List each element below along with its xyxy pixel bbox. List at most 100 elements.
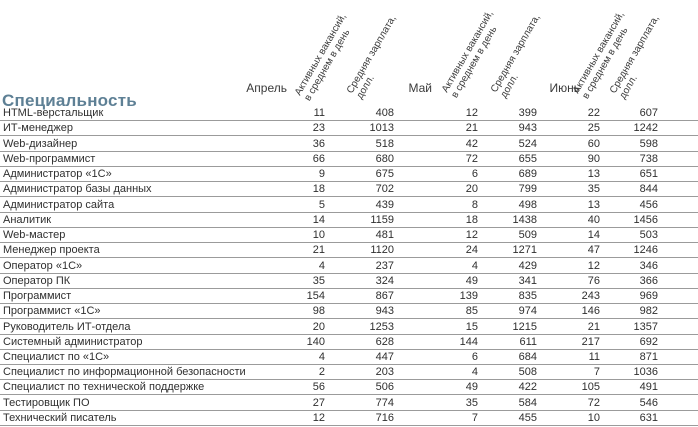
- row-label: Специалист по технической поддержке: [3, 381, 205, 394]
- row-value: 18: [465, 213, 478, 226]
- row-value: 491: [639, 381, 658, 394]
- month-label-june: Июнь: [549, 81, 580, 95]
- row-value: 4: [471, 259, 478, 272]
- row-value: 607: [639, 107, 658, 120]
- row-value: 943: [518, 122, 537, 135]
- row-value: 35: [312, 274, 325, 287]
- table-row: Оператор «1С» 4 237 4 429 12 346: [0, 258, 698, 274]
- row-value: 774: [375, 396, 394, 409]
- row-value: 12: [587, 259, 600, 272]
- table-row: Web-дизайнер 36 518 42 524 60 598: [0, 136, 698, 152]
- row-value: 5: [318, 198, 325, 211]
- row-value: 844: [639, 183, 658, 196]
- row-value: 24: [465, 244, 478, 257]
- row-value: 611: [519, 335, 537, 348]
- row-value: 47: [587, 244, 600, 257]
- row-value: 22: [587, 107, 600, 120]
- row-value: 447: [375, 350, 394, 363]
- row-value: 508: [518, 366, 537, 379]
- row-label: Руководитель ИТ-отдела: [3, 320, 131, 333]
- row-label: Тестировщик ПО: [3, 396, 90, 409]
- row-value: 628: [375, 335, 394, 348]
- row-value: 8: [471, 198, 478, 211]
- row-value: 598: [639, 137, 658, 150]
- row-value: 346: [639, 259, 658, 272]
- row-value: 1215: [512, 320, 537, 333]
- row-value: 72: [587, 396, 600, 409]
- row-value: 12: [465, 107, 478, 120]
- table-row: HTML-верстальщик 11 408 12 399 22 607: [0, 106, 698, 122]
- table-row: Программист «1С» 98 943 85 974 146 982: [0, 304, 698, 320]
- table-row: Технический писатель 12 716 7 455 10 631: [0, 411, 698, 426]
- row-label: Менеджер проекта: [3, 244, 100, 257]
- row-value: 702: [375, 183, 394, 196]
- row-value: 15: [465, 320, 478, 333]
- row-value: 10: [312, 229, 325, 242]
- row-value: 105: [581, 381, 600, 394]
- row-value: 27: [312, 396, 325, 409]
- row-value: 1253: [369, 320, 394, 333]
- row-value: 439: [375, 198, 394, 211]
- row-value: 6: [471, 350, 478, 363]
- row-label: Web-программист: [3, 152, 96, 165]
- row-value: 366: [639, 274, 658, 287]
- row-value: 56: [312, 381, 325, 394]
- row-value: 684: [518, 350, 537, 363]
- row-label: Программист: [3, 290, 72, 303]
- table-row: Тестировщик ПО 27 774 35 584 72 546: [0, 395, 698, 411]
- table-row: Web-программист 66 680 72 655 90 738: [0, 152, 698, 167]
- row-value: 584: [518, 396, 537, 409]
- row-value: 9: [318, 168, 325, 181]
- row-value: 969: [639, 290, 658, 303]
- row-value: 13: [587, 198, 600, 211]
- table-row: Системный администратор 140 628 144 611 …: [0, 335, 698, 350]
- row-value: 689: [518, 168, 537, 181]
- table-row: Web-мастер 10 481 12 509 14 503: [0, 228, 698, 244]
- row-value: 72: [465, 152, 478, 165]
- row-label: Специалист по информационной безопасност…: [3, 366, 246, 379]
- row-value: 503: [639, 229, 658, 242]
- row-value: 146: [581, 305, 600, 318]
- table-row: Аналитик 14 1159 18 1438 40 1456: [0, 213, 698, 228]
- row-value: 655: [518, 152, 537, 165]
- table-row: Администратор «1С» 9 675 6 689 13 651: [0, 167, 698, 183]
- row-value: 25: [587, 122, 600, 135]
- row-value: 154: [306, 290, 325, 303]
- row-value: 21: [312, 244, 325, 257]
- row-value: 4: [318, 259, 325, 272]
- table-row: Менеджер проекта 21 1120 24 1271 47 1246: [0, 243, 698, 259]
- row-value: 12: [312, 411, 325, 424]
- row-value: 20: [312, 320, 325, 333]
- row-value: 10: [587, 411, 600, 424]
- row-value: 1246: [633, 244, 658, 257]
- page-title: Специальность: [2, 91, 137, 110]
- row-label: Аналитик: [3, 213, 52, 226]
- row-value: 651: [639, 168, 658, 181]
- row-value: 35: [587, 183, 600, 196]
- table-row: Специалист по «1С» 4 447 6 684 11 871: [0, 350, 698, 365]
- row-value: 237: [375, 259, 394, 272]
- row-value: 76: [587, 274, 600, 287]
- table-row: Специалист по технической поддержке 56 5…: [0, 380, 698, 396]
- row-label: Системный администратор: [3, 335, 143, 348]
- row-value: 324: [375, 274, 394, 287]
- row-value: 1242: [633, 122, 658, 135]
- row-value: 871: [639, 350, 658, 363]
- row-value: 7: [471, 411, 478, 424]
- row-value: 422: [518, 381, 537, 394]
- row-value: 144: [459, 335, 478, 348]
- row-value: 49: [465, 274, 478, 287]
- table-row: Администратор сайта 5 439 8 498 13 456: [0, 197, 698, 213]
- row-value: 140: [306, 335, 325, 348]
- row-label: HTML-верстальщик: [3, 107, 104, 120]
- row-value: 675: [375, 168, 394, 181]
- row-value: 1120: [370, 244, 394, 257]
- row-value: 20: [465, 183, 478, 196]
- row-value: 1357: [633, 320, 658, 333]
- row-value: 498: [518, 198, 537, 211]
- row-value: 631: [639, 411, 658, 424]
- row-value: 341: [518, 274, 537, 287]
- row-value: 42: [465, 137, 478, 150]
- row-label: Web-дизайнер: [3, 137, 78, 150]
